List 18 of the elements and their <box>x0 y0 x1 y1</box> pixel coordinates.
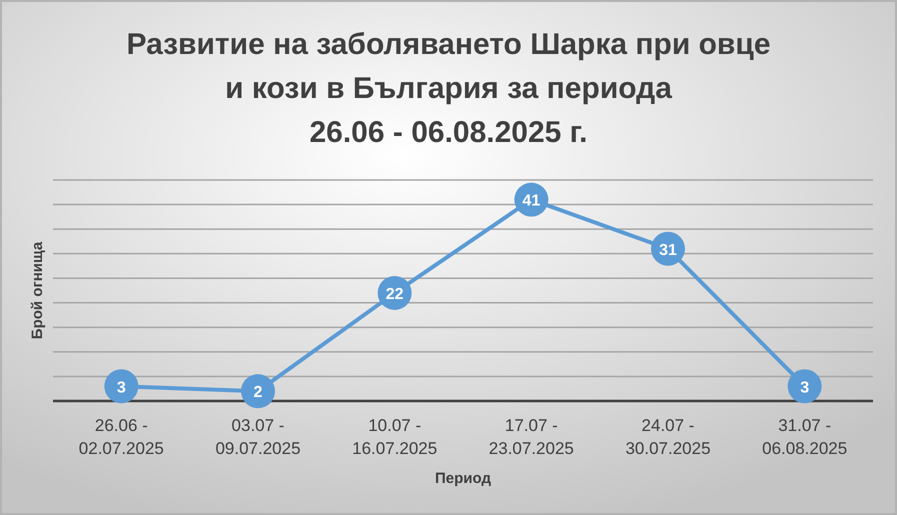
data-label: 3 <box>800 379 810 396</box>
x-tick-label: 26.06 - 02.07.2025 <box>78 416 164 458</box>
x-tick-label: 10.07 - 16.07.2025 <box>352 416 438 458</box>
point <box>104 369 138 404</box>
data-label: 3 <box>116 379 126 396</box>
point <box>788 369 822 404</box>
x-tick-label: 03.07 - 09.07.2025 <box>215 416 301 458</box>
x-tick-label: 17.07 - 23.07.2025 <box>488 416 574 458</box>
point <box>241 374 275 408</box>
x-tick-label: 31.07 - 06.08.2025 <box>762 416 848 458</box>
data-label: 2 <box>254 384 263 402</box>
data-label: 41 <box>522 192 540 210</box>
x-tick-label: 24.07 - 30.07.2025 <box>625 416 711 458</box>
data-label: 22 <box>386 286 404 303</box>
y-axis-title: Брой огнища <box>29 241 46 340</box>
chart-title: Развитие на заболяването Шарка при овце и кози в България за периода 26.06 - 06.08.2025 г. <box>126 28 771 149</box>
x-axis-title: Период <box>435 470 492 487</box>
data-label: 31 <box>659 242 677 259</box>
